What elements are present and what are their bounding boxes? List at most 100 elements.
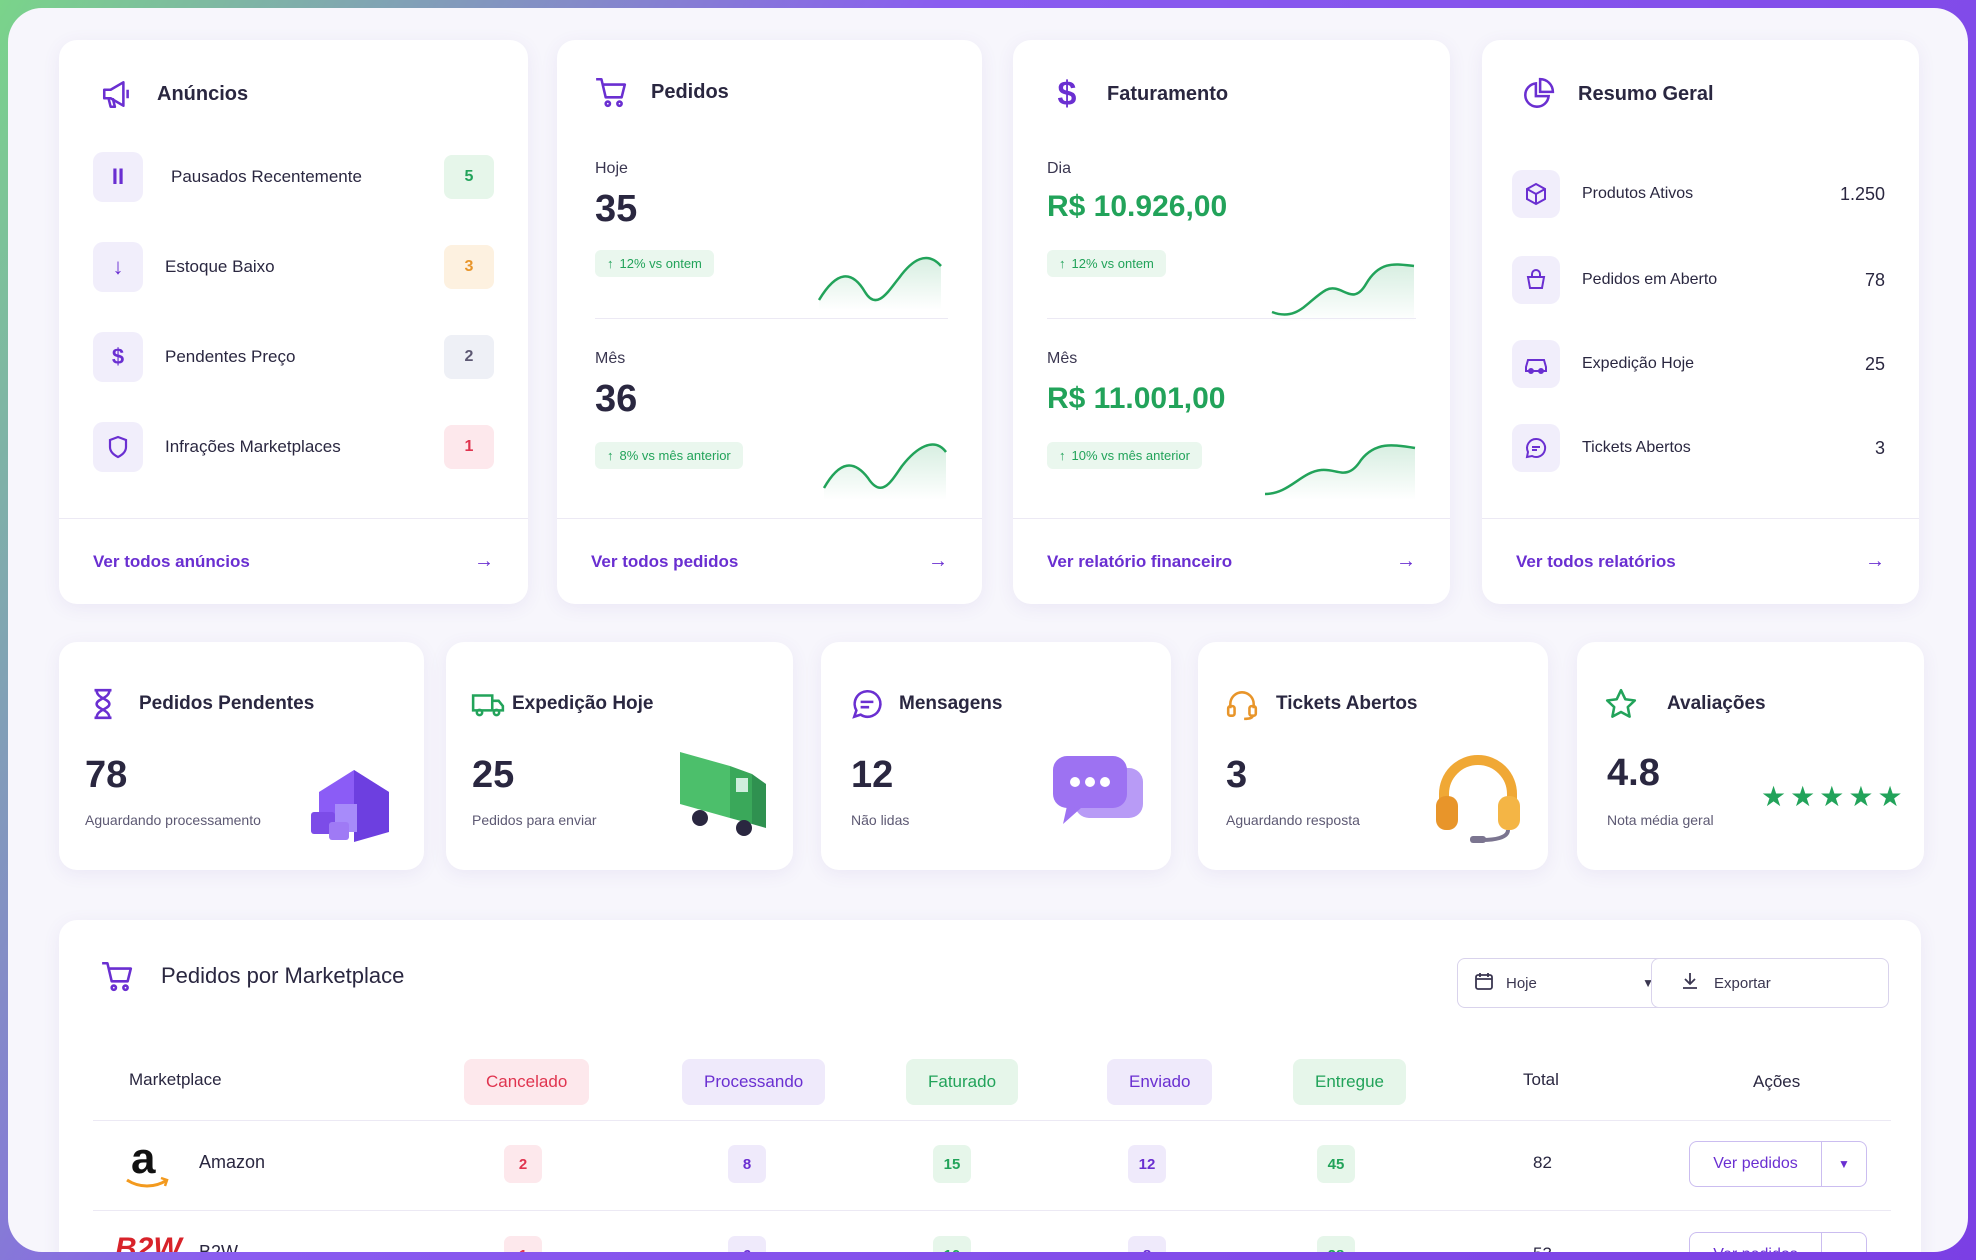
dashboard-frame: Anúncios II Pausados Recentemente 5 ↓ Es… (8, 8, 1968, 1252)
resumo-item-tickets[interactable]: Tickets Abertos 3 (1512, 424, 1885, 472)
anuncios-header: Anúncios (99, 76, 248, 112)
ver-todos-anuncios-link[interactable]: Ver todos anúncios (93, 551, 250, 571)
processando-count: 6 (728, 1236, 766, 1252)
arrow-up-icon: ↑ (607, 448, 614, 463)
marketplace-card: Pedidos por Marketplace Hoje ▼ Exportar … (59, 920, 1921, 1252)
arrow-up-icon: ↑ (1059, 448, 1066, 463)
anuncio-item-infracoes[interactable]: Infrações Marketplaces 1 (93, 422, 494, 472)
arrow-up-icon: ↑ (607, 256, 614, 271)
export-label: Exportar (1714, 974, 1771, 992)
dia-sparkline (1271, 263, 1415, 322)
resumo-item-pedidos[interactable]: Pedidos em Aberto 78 (1512, 256, 1885, 304)
stat-title: Mensagens (899, 693, 1003, 714)
column-marketplace: Marketplace (129, 1070, 222, 1089)
ver-pedidos-button[interactable]: Ver pedidos (1690, 1142, 1822, 1186)
chevron-down-icon[interactable]: ▼ (1822, 1248, 1866, 1252)
anuncio-item-pausados[interactable]: II Pausados Recentemente 5 (93, 152, 494, 202)
total-count: 82 (1533, 1153, 1552, 1172)
resumo-value: 78 (1864, 269, 1885, 290)
faturamento-title: Faturamento (1107, 82, 1229, 105)
stat-subtitle: Não lidas (851, 812, 910, 828)
resumo-card: Resumo Geral Produtos Ativos 1.250 Pedid… (1482, 40, 1919, 604)
stat-card-avaliacoes[interactable]: Avaliações 4.8 Nota média geral ★ ★ ★ ★ ★ (1577, 642, 1924, 870)
enviado-count: 12 (1128, 1145, 1166, 1183)
stat-subtitle: Aguardando resposta (1226, 812, 1360, 828)
change-text: 8% vs mês anterior (619, 448, 731, 463)
column-cancelado: Cancelado (464, 1059, 590, 1105)
chat-icon (1512, 424, 1560, 472)
stat-title: Pedidos Pendentes (139, 693, 315, 714)
mes-change-badge: ↑ 8% vs mês anterior (595, 442, 743, 469)
count-badge: 1 (444, 425, 494, 469)
count-badge: 3 (444, 245, 494, 289)
arrow-right-icon[interactable]: → (1396, 550, 1416, 572)
arrow-up-icon: ↑ (1059, 256, 1066, 271)
star-filled-icon: ★ (1790, 781, 1816, 812)
column-processando: Processando (682, 1059, 826, 1105)
resumo-footer: Ver todos relatórios → (1482, 518, 1919, 604)
resumo-value: 3 (1874, 437, 1885, 458)
shield-icon (93, 422, 143, 472)
divider (1047, 318, 1416, 319)
star-filled-icon: ★ (1819, 781, 1845, 812)
truck-icon (470, 686, 506, 722)
arrow-right-icon[interactable]: → (928, 550, 948, 572)
column-acoes: Ações (1753, 1072, 1801, 1091)
box-icon (1512, 170, 1560, 218)
divider (93, 1210, 1891, 1211)
ver-todos-relatorios-link[interactable]: Ver todos relatórios (1516, 551, 1676, 571)
change-text: 12% vs ontem (1071, 256, 1154, 271)
download-icon (1680, 971, 1700, 996)
stat-card-mensagens[interactable]: Mensagens 12 Não lidas (821, 642, 1171, 870)
date-filter-value: Hoje (1506, 974, 1537, 992)
mes-sparkline (822, 443, 947, 500)
resumo-item-produtos[interactable]: Produtos Ativos 1.250 (1512, 170, 1885, 218)
star-filled-icon: ★ (1848, 781, 1874, 812)
column-entregue: Entregue (1293, 1059, 1406, 1105)
date-filter-select[interactable]: Hoje ▼ (1457, 958, 1671, 1008)
stat-card-expedicao[interactable]: Expedição Hoje 25 Pedidos para enviar (446, 642, 793, 870)
pedidos-title: Pedidos (651, 80, 729, 103)
resumo-label: Tickets Abertos (1582, 439, 1691, 456)
resumo-value: 25 (1864, 353, 1885, 374)
export-button[interactable]: Exportar (1651, 958, 1889, 1008)
truck-illustration (680, 752, 766, 836)
ver-relatorio-financeiro-link[interactable]: Ver relatório financeiro (1047, 551, 1233, 571)
hourglass-icon (85, 686, 121, 722)
hoje-change-badge: ↑ 12% vs ontem (595, 250, 714, 277)
anuncio-item-estoque[interactable]: ↓ Estoque Baixo 3 (93, 242, 494, 292)
stat-title: Tickets Abertos (1276, 693, 1418, 714)
resumo-item-expedicao[interactable]: Expedição Hoje 25 (1512, 340, 1885, 388)
divider (93, 1120, 1891, 1121)
cancelado-count: 2 (504, 1145, 542, 1183)
ver-todos-pedidos-link[interactable]: Ver todos pedidos (591, 551, 739, 571)
stat-value: 25 (472, 754, 515, 796)
arrow-right-icon[interactable]: → (1865, 550, 1885, 572)
mes-value: 36 (595, 378, 638, 420)
marketplace-header: Pedidos por Marketplace (99, 958, 404, 994)
stat-header: Mensagens (849, 686, 1002, 722)
chevron-down-icon[interactable]: ▼ (1838, 1157, 1850, 1171)
arrow-right-icon[interactable]: → (474, 550, 494, 572)
stat-value: 12 (851, 754, 894, 796)
enviado-count: 8 (1128, 1236, 1166, 1252)
pause-icon: II (93, 152, 143, 202)
column-total: Total (1523, 1070, 1559, 1089)
stat-card-pedidos-pendentes[interactable]: Pedidos Pendentes 78 Aguardando processa… (59, 642, 424, 870)
b2w-logo: B2W (115, 1232, 182, 1252)
total-count: 53 (1533, 1244, 1552, 1252)
ver-pedidos-button[interactable]: Ver pedidos (1690, 1233, 1822, 1252)
pedidos-header: Pedidos (593, 74, 729, 110)
star-filled-icon: ★ (1761, 781, 1787, 812)
dia-value: R$ 10.926,00 (1047, 190, 1228, 223)
pedidos-card: Pedidos Hoje 35 ↑ 12% vs ontem Mês 36 ↑ 8%… (557, 40, 982, 604)
star-icon (1603, 686, 1639, 722)
anuncio-label: Pendentes Preço (165, 347, 296, 366)
column-faturado: Faturado (906, 1059, 1019, 1105)
marketplace-name: Amazon (199, 1152, 266, 1172)
rating-stars: ★ ★ ★ ★ ★ (1761, 780, 1903, 813)
anuncio-item-preco[interactable]: $ Pendentes Preço 2 (93, 332, 494, 382)
anuncios-title: Anúncios (157, 82, 249, 105)
entregue-count: 28 (1317, 1236, 1355, 1252)
stat-card-tickets[interactable]: Tickets Abertos 3 Aguardando resposta (1198, 642, 1548, 870)
